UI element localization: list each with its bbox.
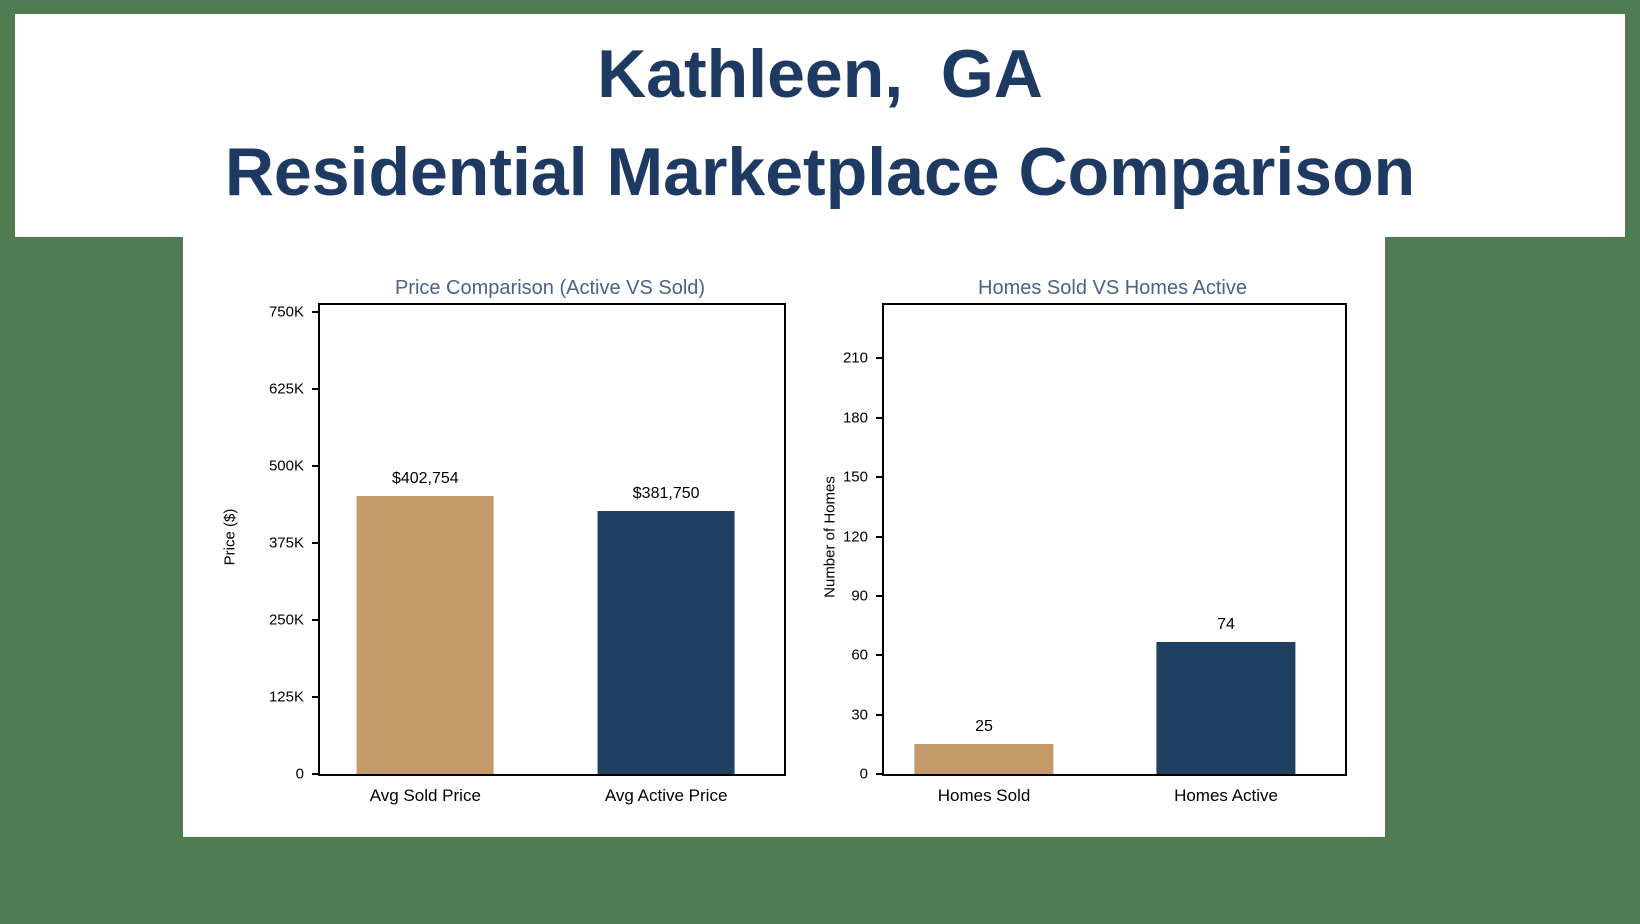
bar-homes-sold: [914, 743, 1054, 774]
y-tick-label: 60: [851, 646, 868, 664]
y-tick-mark: [876, 713, 884, 716]
bar-avg-active-price: [597, 510, 735, 774]
y-tick-mark: [312, 311, 320, 314]
y-tick-label: 120: [842, 528, 868, 546]
x-category-label: Homes Sold: [937, 786, 1031, 805]
y-tick-mark: [876, 654, 884, 657]
y-tick-mark: [876, 476, 884, 479]
page-title-city: Kathleen, GA: [597, 36, 1043, 112]
y-tick-label: 500K: [268, 457, 304, 475]
y-axis-label: Number of Homes: [821, 476, 839, 598]
bar-homes-active: [1156, 642, 1296, 774]
y-tick-mark: [312, 619, 320, 622]
y-tick-label: 210: [842, 349, 868, 367]
y-tick-label: 125K: [268, 688, 304, 706]
plot-area: 0 125K 250K 375K 500K 625K 750K $402,754 Avg Sol…: [269, 303, 786, 805]
x-category-label: Homes Active: [1174, 786, 1279, 805]
page-title-subtitle: Residential Marketplace Comparison: [224, 134, 1416, 210]
charts-card: Price Comparison (Active VS Sold) Price …: [183, 237, 1385, 837]
y-tick-label: 750K: [268, 303, 304, 321]
y-tick-mark: [876, 594, 884, 597]
y-tick-label: 375K: [268, 534, 304, 552]
plot-area: 0 30 60 90 120 150 180 210 25 Homes Sold 74 Homes A…: [843, 303, 1347, 805]
y-tick-label: 250K: [268, 611, 304, 629]
x-category-label: Avg Active Price: [604, 786, 728, 805]
bar-avg-sold-price: [356, 495, 494, 774]
y-tick-mark: [312, 388, 320, 391]
chart-title: Homes Sold VS Homes Active: [978, 277, 1247, 299]
y-tick-label: 0: [295, 765, 304, 783]
y-tick-mark: [312, 542, 320, 545]
y-tick-mark: [312, 465, 320, 468]
y-tick-label: 0: [859, 765, 868, 783]
y-tick-label: 90: [851, 587, 868, 605]
homes-comparison-chart: Homes Sold VS Homes Active Number of Hom…: [783, 237, 1385, 837]
y-tick-mark: [312, 696, 320, 699]
x-category-label: Avg Sold Price: [369, 786, 481, 805]
bar-value-label: 25: [975, 717, 993, 735]
y-tick-label: 625K: [268, 380, 304, 398]
y-tick-label: 150: [842, 468, 868, 486]
y-tick-label: 180: [842, 409, 868, 427]
bar-value-label: $381,750: [632, 484, 700, 502]
y-tick-mark: [876, 416, 884, 419]
bar-value-label: 74: [1217, 616, 1235, 634]
chart-title: Price Comparison (Active VS Sold): [394, 277, 706, 299]
y-tick-mark: [876, 535, 884, 538]
header: Kathleen, GA Residential Marketplace Com…: [15, 14, 1625, 237]
bar-value-label: $402,754: [391, 469, 459, 487]
price-comparison-chart: Price Comparison (Active VS Sold) Price …: [183, 237, 786, 837]
y-axis-label: Price ($): [221, 508, 239, 566]
y-tick-label: 30: [851, 706, 868, 724]
y-tick-mark: [312, 773, 320, 775]
y-tick-mark: [876, 773, 884, 775]
y-tick-mark: [876, 357, 884, 360]
